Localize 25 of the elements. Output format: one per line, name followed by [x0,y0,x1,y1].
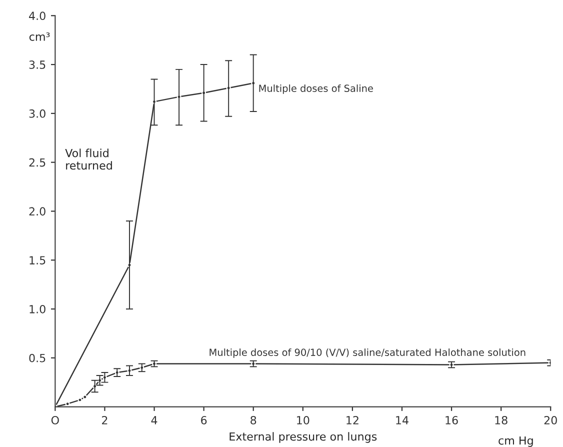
y-tick-label: 3.0 [29,109,46,118]
y-tick-label: 2.5 [29,158,46,167]
x-tick-label: 2 [102,416,108,424]
x-tick-label: 16 [446,416,458,424]
y-tick-label: 0.5 [29,354,46,362]
x-tick-label: 12 [346,416,358,424]
text: cm Hg [498,436,533,447]
x-tick-label: 20 [544,416,557,424]
y-tick-label: 4.0 [29,12,46,20]
x-tick-label: 8 [250,416,256,424]
annotation: Vol fluid returned [65,148,112,170]
y-axis-title: cm³ [29,32,50,41]
y-tick-label: 2.0 [29,207,46,216]
x-axis-title: External pressure on lungs [230,432,377,443]
x-tick-label: 10 [297,416,310,424]
x-tick-label: 6 [201,416,207,424]
series-label: Multiple doses of 90/10 (V/V) saline/saturated Halothane solution [210,348,526,358]
x-tick-label: 14 [396,416,408,424]
y-tick-label: 3.5 [29,60,46,69]
series-label: Multiple doses of Saline [259,84,373,94]
x-tick-label: O [51,416,59,424]
x-tick-label: 18 [495,416,508,424]
y-tick-label: 1.0 [30,304,46,314]
y-tick-label: 1.5 [30,256,46,264]
x-tick-label: 4 [151,416,158,424]
